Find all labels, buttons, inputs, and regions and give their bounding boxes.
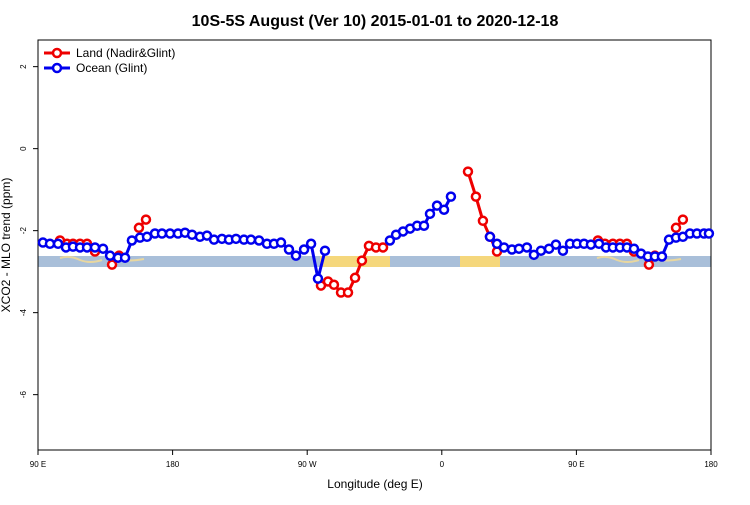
data-point [312, 273, 324, 284]
data-point [52, 238, 64, 250]
data-point [97, 243, 109, 254]
data-point [275, 237, 287, 248]
data-point [703, 228, 715, 239]
x-tick-label: 90 E [568, 460, 584, 469]
data-point [670, 222, 682, 234]
chart-title: 10S-5S August (Ver 10) 2015-01-01 to 202… [192, 13, 559, 30]
data-point [445, 191, 457, 202]
data-point [643, 259, 655, 270]
data-point [535, 245, 547, 256]
data-point [470, 191, 482, 202]
data-point [156, 228, 168, 239]
data-point [462, 166, 474, 177]
land-strip [320, 256, 390, 267]
data-point [677, 214, 689, 225]
x-tick-label: 90 E [30, 460, 46, 469]
data-point [283, 244, 295, 255]
legend-marker [51, 47, 63, 59]
data-point [298, 244, 310, 255]
data-point [557, 245, 569, 256]
data-point [384, 235, 396, 246]
y-axis-label: XCO2 - MLO trend (ppm) [0, 178, 13, 313]
map-strip [38, 255, 711, 267]
legend-label: Land (Nadir&Glint) [76, 46, 175, 60]
x-tick-label: 0 [440, 460, 445, 469]
data-point [89, 242, 101, 253]
x-tick-label: 180 [166, 460, 180, 469]
land-strip [460, 256, 500, 267]
data-point [133, 222, 145, 234]
x-tick-label: 90 W [298, 460, 317, 469]
legend-label: Ocean (Glint) [76, 61, 147, 75]
data-point [126, 235, 138, 246]
y-tick-label: -2 [19, 227, 28, 235]
data-point [477, 215, 489, 227]
y-tick-label: 0 [19, 146, 28, 151]
data-point [328, 279, 340, 291]
y-tick-label: -6 [19, 391, 28, 399]
legend-marker [51, 62, 63, 74]
y-tick-label: 2 [19, 64, 28, 69]
data-point [290, 250, 302, 261]
data-point [319, 245, 331, 256]
plot-frame [37, 39, 712, 451]
data-point [585, 239, 597, 250]
data-point [377, 242, 389, 253]
data-point [305, 238, 317, 250]
x-tick-label: 180 [704, 460, 718, 469]
data-point [140, 214, 152, 225]
y-tick-label: -4 [19, 309, 28, 317]
data-point [656, 251, 668, 262]
data-point [484, 231, 496, 243]
data-point [356, 255, 368, 266]
data-point [106, 259, 118, 270]
data-point [44, 238, 56, 250]
data-point [245, 234, 257, 245]
data-point [550, 239, 562, 250]
data-point [349, 272, 361, 284]
data-point [342, 287, 354, 298]
data-point [521, 242, 533, 253]
x-axis-label: Longitude (deg E) [327, 477, 422, 491]
data-point [628, 243, 640, 254]
data-point [418, 220, 430, 231]
data-point [438, 204, 450, 215]
data-point [424, 208, 436, 220]
data-point [119, 252, 131, 263]
data-point [513, 243, 525, 254]
